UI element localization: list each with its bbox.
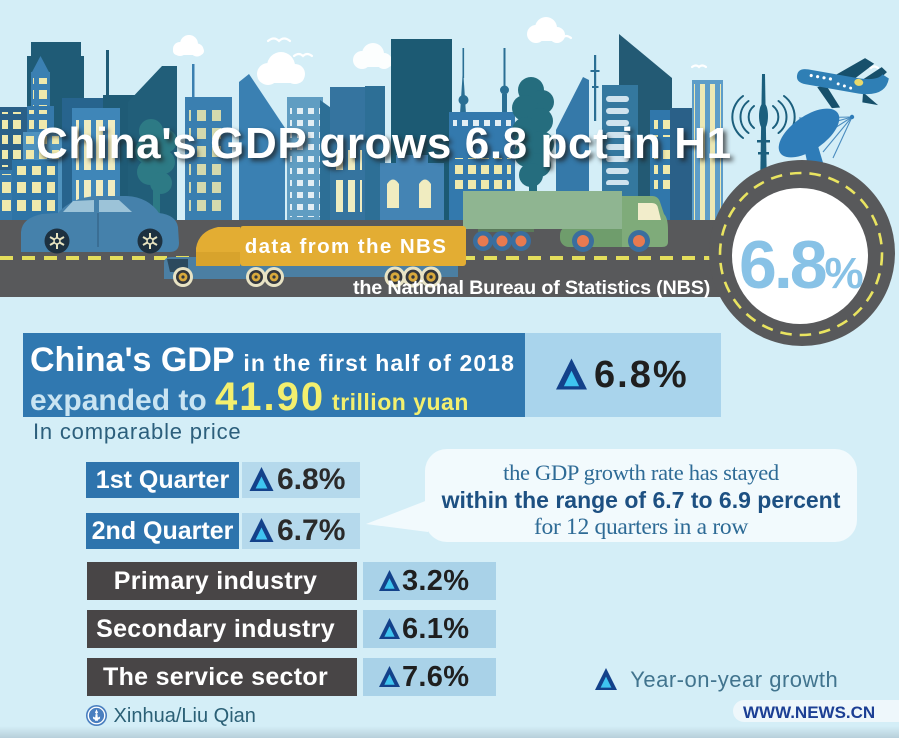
svg-text:data from the NBS: data from the NBS — [245, 235, 448, 258]
svg-text:the National Bureau of Statist: the National Bureau of Statistics (NBS) — [353, 277, 710, 299]
